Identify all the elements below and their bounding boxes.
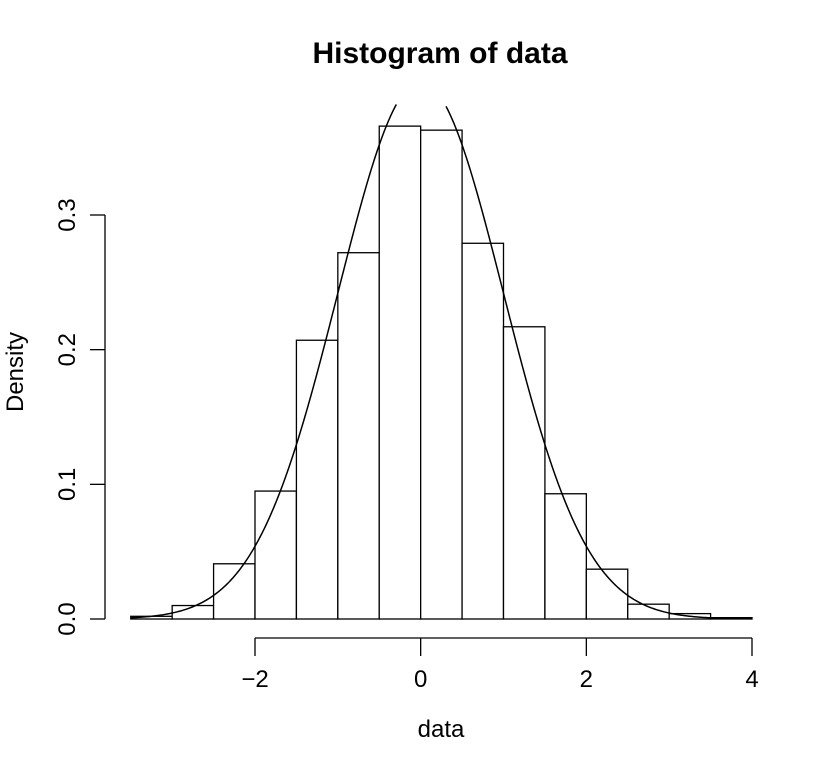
x-tick-label: −2 <box>241 666 268 693</box>
y-axis-label: Density <box>2 332 29 412</box>
histogram-bar <box>627 603 670 620</box>
histogram-bar <box>212 563 256 620</box>
x-tick-label: 2 <box>580 666 593 693</box>
histogram-bar <box>420 129 463 620</box>
y-tick-label: 0.0 <box>54 602 81 635</box>
histogram-bar <box>544 493 587 620</box>
y-tick-label: 0.3 <box>54 198 81 231</box>
y-axis-ticks: 0.0 0.1 0.2 0.3 <box>54 198 105 636</box>
x-tick-label: 4 <box>745 666 758 693</box>
histogram-bar <box>585 568 629 620</box>
x-axis-label: data <box>418 716 465 743</box>
histogram-bars <box>130 125 753 620</box>
histogram-bar <box>461 242 505 620</box>
x-tick-label: 0 <box>414 666 427 693</box>
x-axis-ticks: −2 0 2 4 <box>241 638 759 693</box>
histogram-bar <box>254 490 298 620</box>
y-tick-label: 0.2 <box>54 333 81 366</box>
histogram-bar <box>337 252 380 620</box>
chart-title: Histogram of data <box>312 37 567 70</box>
histogram-bar <box>378 125 422 620</box>
y-tick-label: 0.1 <box>54 468 81 501</box>
histogram-bar <box>295 339 339 620</box>
density-curve <box>130 104 753 620</box>
